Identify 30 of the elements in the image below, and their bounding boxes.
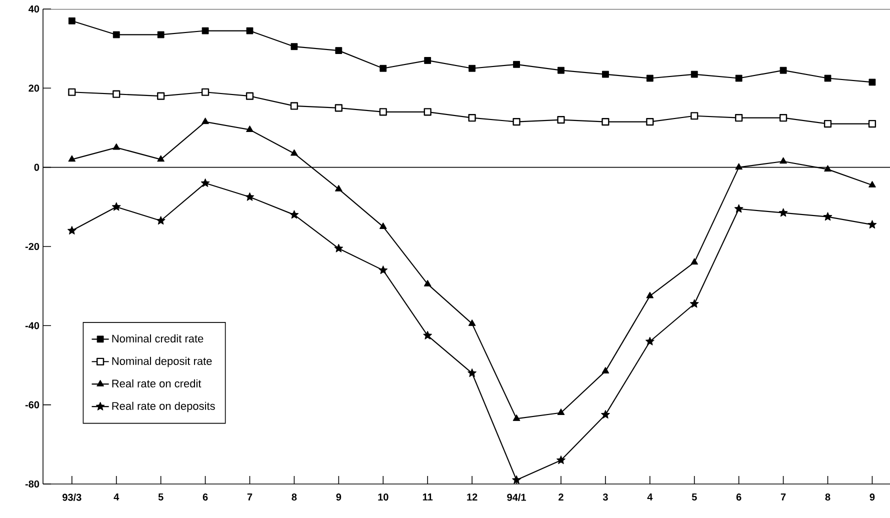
x-tick-label: 4 [647, 494, 653, 500]
x-tick-label: 6 [202, 494, 208, 501]
x-tick-label: 9 [870, 494, 875, 501]
y-tick-label: -80 [25, 480, 40, 488]
x-tick-label: 8 [292, 494, 297, 501]
legend-label: Real rate on deposits [112, 402, 215, 412]
x-tick-label: 3 [602, 494, 608, 501]
legend-label: Nominal deposit rate [112, 356, 212, 368]
x-tick-label: 5 [692, 494, 697, 500]
x-tick-label: 2 [558, 494, 564, 500]
x-tick-label: 10 [378, 494, 388, 501]
x-tick-label: 7 [247, 494, 252, 500]
x-tick-label: 93/3 [62, 494, 82, 501]
legend-label: Real rate on credit [112, 379, 202, 388]
legend-label: Nominal credit rate [112, 334, 204, 342]
y-tick-label: -20 [25, 242, 40, 250]
y-tick-label: -60 [25, 401, 40, 408]
y-tick-label: -40 [25, 322, 40, 330]
x-tick-label: 8 [825, 494, 830, 501]
y-tick-label: 0 [34, 164, 40, 171]
x-tick-label: 94/1 [507, 494, 526, 501]
y-tick-label: 20 [28, 84, 40, 92]
x-tick-label: 9 [336, 494, 342, 501]
x-tick-label: 7 [780, 494, 786, 500]
x-tick-label: 12 [467, 494, 478, 500]
y-tick-label: 40 [28, 5, 40, 13]
x-tick-label: 11 [422, 494, 433, 500]
x-tick-label: 6 [736, 494, 742, 501]
x-tick-label: 5 [158, 494, 164, 500]
x-tick-label: 4 [114, 494, 120, 500]
